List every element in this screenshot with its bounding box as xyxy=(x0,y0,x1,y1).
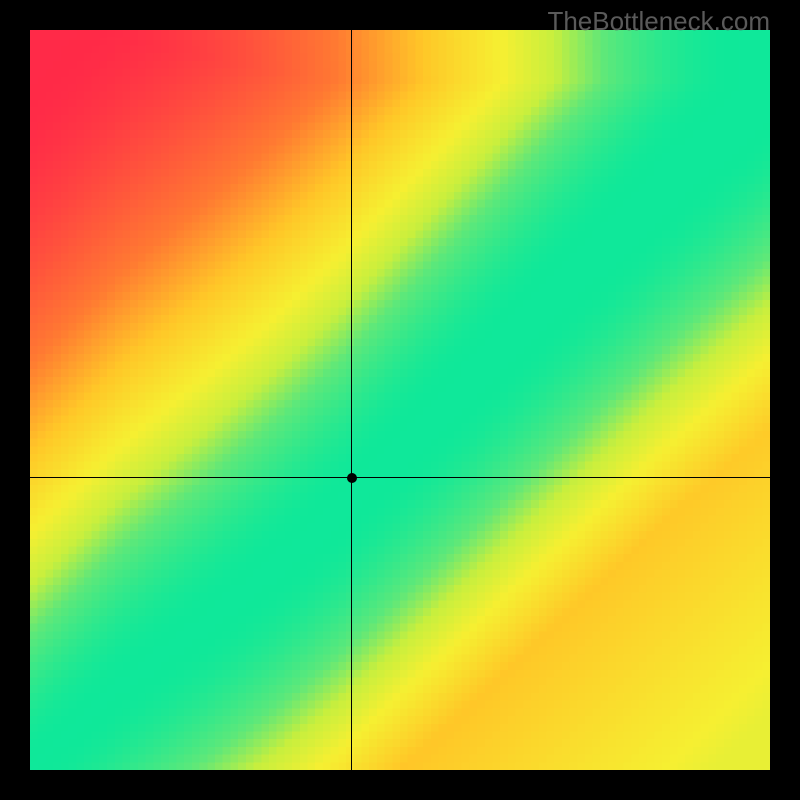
crosshair-horizontal xyxy=(30,477,770,478)
bottleneck-heatmap xyxy=(30,30,770,770)
crosshair-marker-dot xyxy=(347,473,357,483)
watermark-text: TheBottleneck.com xyxy=(547,6,770,37)
crosshair-vertical xyxy=(351,30,352,770)
